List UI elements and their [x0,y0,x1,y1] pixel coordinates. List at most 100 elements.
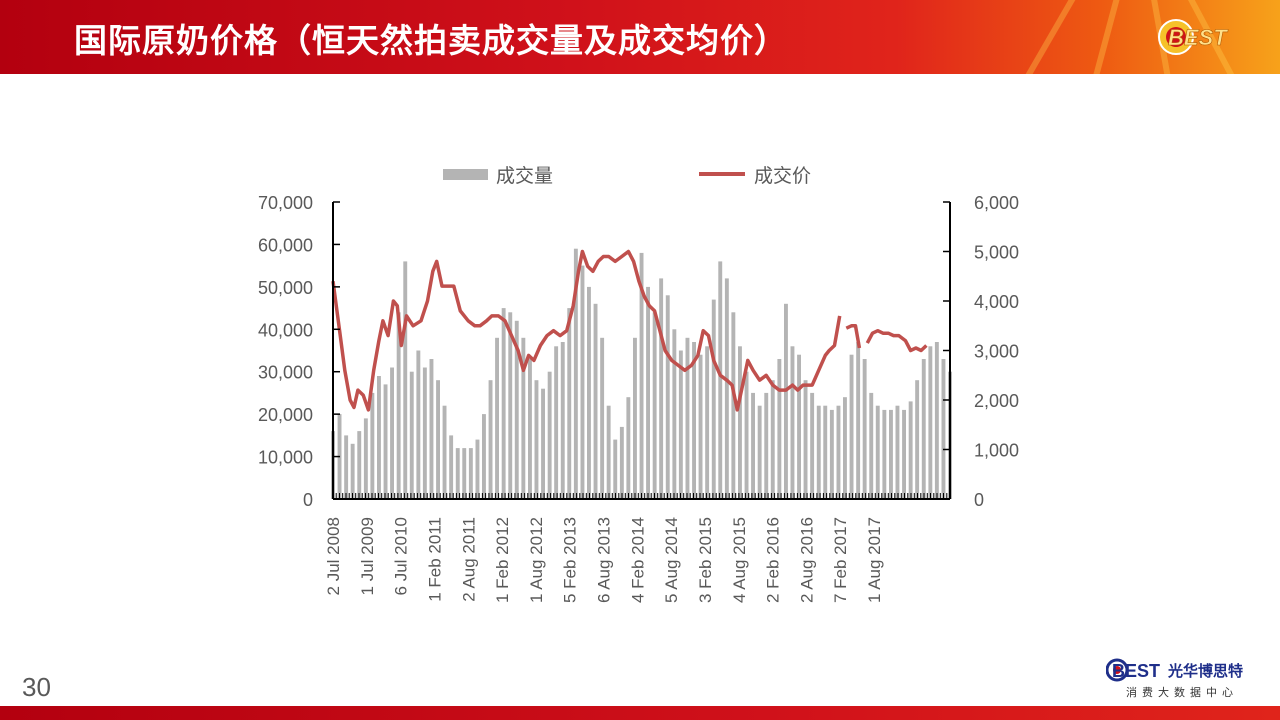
volume-bar-54 [685,337,690,499]
volume-bar-66 [764,392,769,499]
volume-bar-39 [587,286,591,499]
volume-bar-34 [554,346,559,499]
volume-bar-87 [902,409,906,499]
volume-bar-69 [784,303,788,499]
volume-bar-74 [816,405,821,499]
volume-bar-49 [652,312,657,499]
volume-bar-4 [357,431,362,499]
volume-bars [331,248,952,499]
slide-header: 国际原奶价格（恒天然拍卖成交量及成交均价） BEST [0,0,1280,74]
x-tick-label-12: 4 Aug 2015 [730,517,749,603]
volume-bar-63 [744,371,749,499]
x-tick-label-0: 2 Jul 2008 [324,517,343,595]
left-tick-label-2: 20,000 [258,405,313,425]
right-tick-label-6: 6,000 [974,193,1019,213]
volume-bar-64 [751,392,755,499]
volume-bar-33 [547,371,552,499]
volume-bar-47 [639,252,644,499]
left-tick-label-1: 10,000 [258,448,313,468]
volume-bar-10 [396,312,401,499]
volume-bar-38 [580,265,585,499]
right-tick-label-4: 4,000 [974,292,1019,312]
footer-logo-mark: BEST [1112,661,1160,681]
volume-bar-52 [672,329,677,499]
volume-bar-53 [678,350,683,499]
volume-bar-75 [823,405,828,499]
volume-bar-40 [593,303,598,499]
volume-bar-26 [501,308,506,499]
volume-bar-27 [508,312,513,499]
volume-bar-90 [921,359,926,499]
volume-bar-9 [390,367,394,499]
right-tick-label-1: 1,000 [974,441,1019,461]
price-line-segment-1 [845,324,862,349]
volume-bar-88 [908,401,913,499]
volume-bar-61 [731,312,736,499]
x-tick-label-10: 5 Aug 2014 [662,517,681,603]
right-tick-label-2: 2,000 [974,391,1019,411]
volume-bar-8 [383,384,388,499]
volume-bar-57 [705,346,710,499]
volume-bar-46 [633,337,637,499]
volume-bar-3 [350,443,355,499]
volume-bar-11 [403,261,408,499]
best-logo-badge: BEST [1158,19,1229,55]
volume-bar-18 [449,435,454,499]
volume-bar-70 [790,346,795,499]
legend-swatch-volume [443,169,488,180]
x-tick-label-8: 6 Aug 2013 [595,517,614,603]
volume-bar-91 [928,346,933,499]
volume-bar-78 [843,397,847,499]
volume-bar-56 [698,354,703,499]
volume-bar-2 [344,435,349,499]
x-tick-label-4: 2 Aug 2011 [459,517,478,602]
x-tick-label-13: 2 Feb 2016 [764,517,783,603]
volume-bar-16 [436,380,440,499]
volume-bar-30 [528,359,532,499]
volume-bar-14 [422,367,427,499]
price-line [331,249,928,412]
volume-bar-5 [363,418,368,499]
volume-bar-17 [442,405,447,499]
left-tick-label-6: 60,000 [258,235,313,255]
right-tick-label-3: 3,000 [974,342,1019,362]
volume-bar-76 [829,409,834,499]
volume-bar-29 [521,337,526,499]
volume-bar-41 [600,337,605,499]
volume-bar-48 [646,286,650,499]
volume-bar-36 [567,308,572,499]
legend-label-price: 成交价 [754,165,811,187]
volume-bar-82 [869,392,874,499]
footer-logo: BEST 光华博思特 消费大数据中心 [1106,656,1266,704]
footer-logo-name: 光华博思特 [1168,661,1244,680]
volume-bar-72 [803,380,808,499]
right-axis-tick-labels: 0 1,000 2,000 3,000 4,000 5,000 6,000 [974,193,1019,510]
volume-bar-35 [560,342,565,499]
volume-bar-80 [856,342,861,499]
volume-bar-50 [659,278,664,499]
volume-bar-62 [738,346,742,499]
volume-bar-92 [934,342,939,499]
volume-bar-68 [777,359,782,499]
volume-bar-65 [757,405,762,499]
right-tick-label-0: 0 [974,490,984,510]
left-tick-label-7: 70,000 [258,193,313,213]
page-number: 30 [22,672,51,702]
volume-bar-58 [711,299,716,499]
volume-bar-89 [915,380,920,499]
volume-price-chart: 成交量 成交价 0 10,000 20,000 30,000 40,000 50,000 6… [258,165,1019,603]
volume-bar-85 [889,409,893,499]
volume-bar-73 [810,392,815,499]
volume-bar-44 [619,426,624,499]
volume-bar-24 [488,380,493,499]
volume-bar-21 [468,448,473,499]
footer-logo-subtitle: 消费大数据中心 [1126,686,1238,699]
volume-bar-6 [370,392,375,499]
volume-bar-12 [409,371,414,499]
price-line-segment-0 [331,249,842,412]
volume-bar-51 [665,295,670,499]
left-tick-label-0: 0 [303,490,313,510]
volume-bar-59 [718,261,723,499]
x-tick-label-15: 7 Feb 2017 [831,517,850,603]
volume-bar-84 [882,409,887,499]
